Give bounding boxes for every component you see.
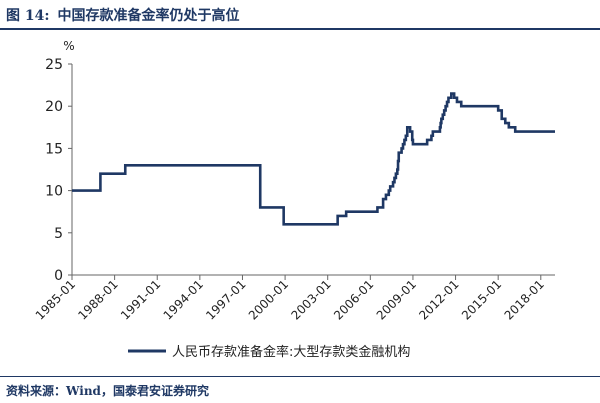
- x-tick-label: 2006-01: [331, 277, 376, 322]
- x-tick-label: 2012-01: [416, 277, 461, 322]
- y-axis-unit-label: %: [63, 39, 74, 53]
- series-line-reserve-ratio: [72, 92, 555, 226]
- legend-label: 人民币存款准备金率:大型存款类金融机构: [172, 344, 410, 360]
- x-tick-label: 1997-01: [203, 277, 248, 322]
- x-tick-label: 1994-01: [161, 277, 206, 322]
- figure-title: 图 14: 中国存款准备金率仍处于高位: [6, 5, 240, 25]
- source-note: 资料来源：Wind，国泰君安证券研究: [6, 384, 209, 398]
- figure-footer: 资料来源：Wind，国泰君安证券研究: [0, 376, 600, 403]
- x-tick-label: 2000-01: [246, 277, 291, 322]
- y-tick-label: 25: [45, 57, 63, 73]
- figure-caption: 中国存款准备金率仍处于高位: [57, 8, 240, 24]
- y-tick-label: 5: [54, 226, 63, 242]
- x-tick-label: 2009-01: [374, 277, 419, 322]
- legend: 人民币存款准备金率:大型存款类金融机构: [128, 344, 410, 360]
- figure-label: 图 14:: [6, 8, 50, 24]
- x-tick-label: 1988-01: [75, 277, 120, 322]
- x-axis: 1985-011988-011991-011994-011997-012000-…: [33, 274, 555, 323]
- figure-header: 图 14: 中国存款准备金率仍处于高位: [0, 0, 600, 30]
- y-tick-label: 20: [45, 99, 63, 115]
- y-axis: 0 5 10 15 20 25: [45, 57, 73, 284]
- x-tick-label: 2018-01: [502, 277, 547, 322]
- x-tick-label: 2015-01: [459, 277, 504, 322]
- line-chart: % 0 5 10 15 20 25 1985-011988-011991-011994-0…: [33, 39, 555, 360]
- x-tick-label: 2003-01: [288, 277, 333, 322]
- y-tick-label: 10: [45, 184, 63, 200]
- series-layer: [72, 92, 555, 226]
- x-tick-label: 1985-01: [33, 277, 78, 322]
- y-tick-label: 15: [45, 141, 63, 157]
- x-tick-label: 1991-01: [118, 277, 163, 322]
- y-tick-label: 0: [54, 268, 63, 284]
